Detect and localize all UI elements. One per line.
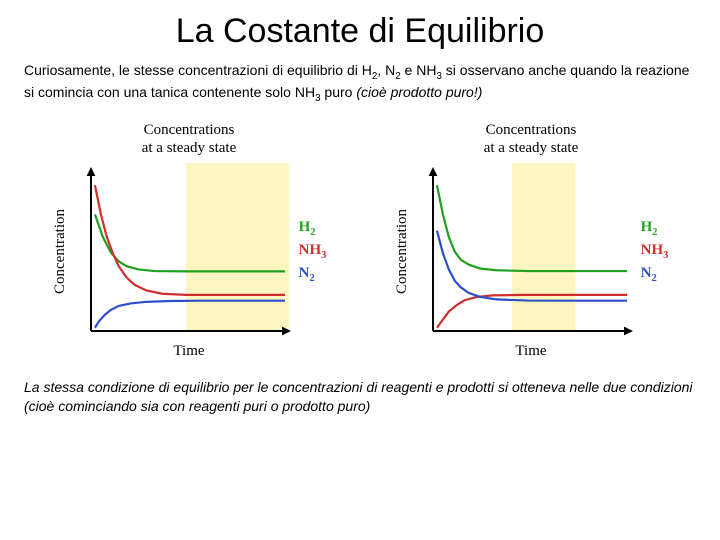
chart-left-block: Concentrationsat a steady state Concentr… — [24, 121, 354, 360]
legend-item-n2: N2 — [641, 265, 669, 284]
closing-paragraph: La stessa condizione di equilibrio per l… — [24, 378, 696, 416]
intro-paragraph: Curiosamente, le stesse concentrazioni d… — [24, 61, 696, 105]
steady-label-right: Concentrationsat a steady state — [484, 121, 579, 157]
y-axis-label-left: Concentration — [52, 209, 69, 294]
chart-right — [415, 161, 635, 341]
page-title: La Costante di Equilibrio — [24, 12, 696, 51]
legend-item-nh3: NH3 — [641, 242, 669, 261]
legend-item-h2: H2 — [299, 219, 327, 238]
chart-right-block: Concentrationsat a steady state Concentr… — [366, 121, 696, 360]
charts-row: Concentrationsat a steady state Concentr… — [24, 121, 696, 360]
y-axis-label-right: Concentration — [394, 209, 411, 294]
legend-item-nh3: NH3 — [299, 242, 327, 261]
legend-item-h2: H2 — [641, 219, 669, 238]
chart-left — [73, 161, 293, 341]
x-axis-label-left: Time — [173, 343, 204, 360]
x-axis-label-right: Time — [515, 343, 546, 360]
legend-item-n2: N2 — [299, 265, 327, 284]
legend-right: H2 NH3 N2 — [641, 219, 669, 284]
steady-label-left: Concentrationsat a steady state — [142, 121, 237, 157]
legend-left: H2 NH3 N2 — [299, 219, 327, 284]
